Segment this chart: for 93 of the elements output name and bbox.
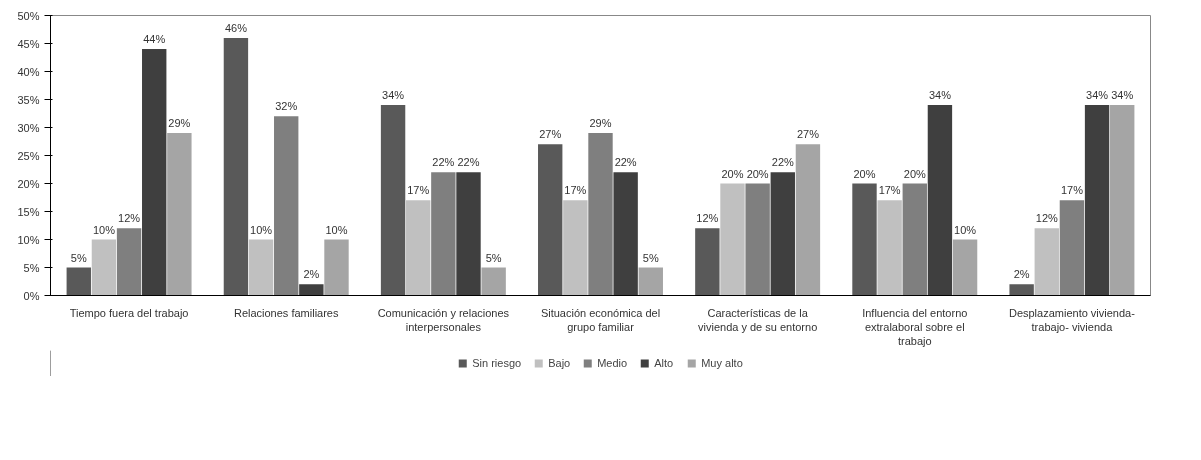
data-label: 27% [539,128,562,141]
bar [745,183,770,296]
bar [1059,200,1085,296]
data-label: 27% [796,128,820,141]
bar [588,133,613,296]
bar [720,183,745,296]
data-label: 5% [485,251,502,264]
bar [927,105,953,296]
legend-label: Medio [597,357,628,369]
bar [563,200,588,296]
y-tick-label: 20% [17,177,40,190]
y-tick-label: 25% [17,149,40,162]
data-label: 10% [92,223,116,236]
bar [481,267,506,296]
data-label: 2% [303,268,320,281]
data-label: 22% [457,156,480,169]
y-tick-label: 45% [17,37,40,50]
data-label: 22% [771,156,795,169]
bar [638,267,663,296]
x-tick-label: Influencia del entorno extralaboral sobre el trabajo [862,306,968,348]
y-tick-label: 50% [17,9,40,22]
data-label: 10% [325,223,348,236]
data-label: 20% [746,167,769,180]
legend-label: Muy alto [701,357,743,369]
data-label: 20% [903,167,927,180]
bar [613,172,638,296]
data-label: 34% [1111,89,1134,102]
data-label: 10% [954,223,977,236]
y-tick-label: 15% [17,205,40,218]
bar [116,228,142,296]
bar [1110,105,1135,296]
data-label: 5% [70,251,87,264]
y-tick-label: 30% [17,121,40,134]
data-label: 12% [1035,212,1059,225]
data-label: 32% [275,100,298,113]
data-label: 34% [928,89,952,102]
bar [795,144,821,296]
bar [431,172,456,296]
bar [1009,284,1034,296]
data-label: 22% [614,156,637,169]
bar [66,267,91,296]
data-label: 17% [1060,184,1084,197]
y-tick-label: 40% [17,65,40,78]
bar [770,172,795,296]
bar [274,116,299,296]
data-label: 20% [853,167,876,180]
data-label: 44% [143,33,166,46]
x-tick-label: Comunicación y relaciones interpersonales [377,306,510,333]
bar [91,239,117,296]
data-label: 5% [642,251,659,264]
bar [167,133,192,296]
legend-label: Sin riesgo [472,357,522,369]
bar [695,228,720,296]
bar [406,200,431,296]
data-label: 12% [118,212,141,225]
x-tick-label: Situación económica del grupo familiar [540,306,661,333]
x-tick-label: Relaciones familiares [233,306,339,319]
data-label: 17% [407,184,430,197]
data-label: 2% [1013,268,1030,281]
y-tick-label: 5% [23,261,40,274]
data-label: 29% [589,117,612,130]
x-tick-label: Desplazamiento vivienda- trabajo- vivienda [1008,306,1136,333]
data-label: 12% [696,212,719,225]
bar [852,183,877,296]
data-label: 46% [224,21,248,34]
x-tick-label: Características de la vivienda y de su entorno [698,306,818,333]
data-label: 34% [1086,89,1109,102]
data-label: 22% [432,156,455,169]
data-label: 20% [721,167,744,180]
bar [538,144,563,296]
y-tick-label: 35% [17,93,40,106]
data-label: 34% [382,89,405,102]
data-label: 10% [250,223,273,236]
bar [902,183,927,296]
data-label: 29% [168,117,191,130]
bar [456,172,481,296]
y-tick-label: 10% [17,233,40,246]
bar [952,239,978,296]
bar [380,105,406,296]
bar [1034,228,1059,296]
data-label: 17% [878,184,901,197]
bar [324,239,349,296]
y-tick-label: 0% [23,289,40,302]
bar [299,284,324,296]
x-tick-label: Tiempo fuera del trabajo [69,306,189,319]
bar [1084,105,1110,296]
data-label: 17% [564,184,587,197]
bar [142,49,167,296]
bar [877,200,902,296]
bar [248,239,274,296]
bar [223,37,249,296]
legend-label: Bajo [548,357,571,369]
legend-label: Alto [654,357,675,369]
